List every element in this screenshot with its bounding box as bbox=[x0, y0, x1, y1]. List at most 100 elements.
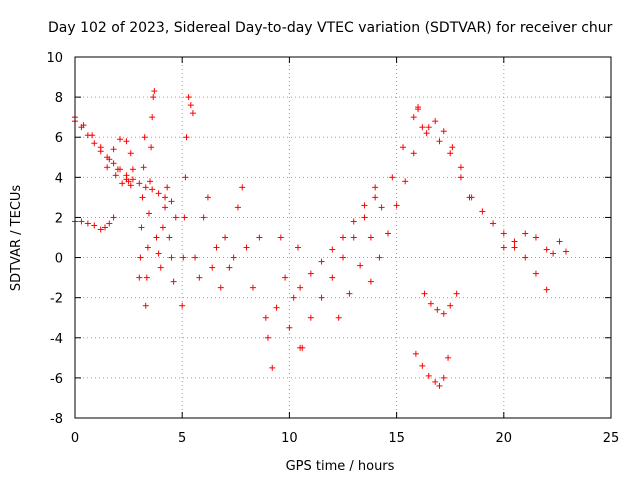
data-point bbox=[125, 178, 132, 185]
data-point bbox=[361, 214, 368, 221]
data-point bbox=[372, 184, 379, 191]
data-point bbox=[149, 114, 156, 121]
data-point bbox=[142, 302, 149, 309]
data-point bbox=[432, 118, 439, 125]
data-point bbox=[427, 300, 434, 307]
data-point bbox=[318, 258, 325, 265]
data-point bbox=[140, 164, 147, 171]
plot-frame bbox=[74, 56, 612, 419]
data-point bbox=[155, 250, 162, 257]
x-tick-label: 0 bbox=[71, 431, 79, 446]
data-point bbox=[350, 218, 357, 225]
data-point bbox=[357, 262, 364, 269]
data-point bbox=[425, 124, 432, 131]
data-point bbox=[145, 210, 152, 217]
data-point bbox=[434, 306, 441, 313]
data-point bbox=[147, 178, 154, 185]
data-point bbox=[129, 166, 136, 173]
y-tick-label: 2 bbox=[55, 211, 63, 226]
x-tick-label: 20 bbox=[496, 431, 513, 446]
data-point bbox=[89, 132, 96, 139]
data-point bbox=[91, 140, 98, 147]
data-point bbox=[183, 134, 190, 141]
y-tick-label: 6 bbox=[55, 131, 63, 146]
data-point bbox=[150, 94, 157, 101]
data-point bbox=[97, 144, 104, 151]
data-point bbox=[282, 274, 289, 281]
data-point bbox=[297, 344, 304, 351]
y-tick-label: 8 bbox=[55, 91, 63, 106]
data-point bbox=[556, 238, 563, 245]
data-point bbox=[97, 226, 104, 233]
data-point bbox=[436, 382, 443, 389]
data-point bbox=[329, 246, 336, 253]
data-point bbox=[144, 244, 151, 251]
data-point bbox=[412, 350, 419, 357]
data-point bbox=[192, 254, 199, 261]
data-point bbox=[297, 284, 304, 291]
data-point bbox=[91, 222, 98, 229]
data-point bbox=[209, 264, 216, 271]
data-point bbox=[410, 150, 417, 157]
data-point bbox=[119, 180, 126, 187]
data-point bbox=[421, 290, 428, 297]
data-point bbox=[335, 314, 342, 321]
data-point bbox=[78, 218, 85, 225]
data-point bbox=[168, 198, 175, 205]
chart-title: Day 102 of 2023, Sidereal Day-to-day VTE… bbox=[48, 20, 613, 36]
data-point bbox=[196, 274, 203, 281]
data-point bbox=[445, 354, 452, 361]
data-point bbox=[159, 224, 166, 231]
data-point bbox=[457, 174, 464, 181]
data-point bbox=[114, 166, 121, 173]
data-point bbox=[511, 244, 518, 251]
data-point bbox=[273, 304, 280, 311]
data-point bbox=[200, 214, 207, 221]
y-tick-label: 10 bbox=[46, 51, 63, 66]
data-point bbox=[500, 230, 507, 237]
data-point bbox=[155, 190, 162, 197]
data-point bbox=[239, 184, 246, 191]
data-point bbox=[423, 130, 430, 137]
data-point bbox=[466, 194, 473, 201]
data-point bbox=[204, 194, 211, 201]
data-point bbox=[290, 294, 297, 301]
x-axis-label: GPS time / hours bbox=[286, 459, 395, 474]
data-point bbox=[170, 278, 177, 285]
data-point bbox=[172, 214, 179, 221]
data-point bbox=[378, 204, 385, 211]
data-point bbox=[243, 244, 250, 251]
data-point bbox=[522, 254, 529, 261]
data-point bbox=[447, 150, 454, 157]
data-point bbox=[117, 136, 124, 143]
data-point bbox=[449, 144, 456, 151]
data-point bbox=[106, 220, 113, 227]
data-point bbox=[213, 244, 220, 251]
data-point bbox=[522, 230, 529, 237]
data-point bbox=[543, 246, 550, 253]
data-point bbox=[453, 290, 460, 297]
data-point bbox=[318, 294, 325, 301]
data-point bbox=[127, 150, 134, 157]
data-point bbox=[432, 378, 439, 385]
data-point bbox=[447, 302, 454, 309]
data-point bbox=[400, 144, 407, 151]
data-point bbox=[350, 234, 357, 241]
data-point bbox=[138, 224, 145, 231]
data-point bbox=[112, 172, 119, 179]
y-tick-label: -8 bbox=[50, 412, 63, 427]
data-point bbox=[562, 248, 569, 255]
data-point bbox=[180, 254, 187, 261]
data-point bbox=[164, 184, 171, 191]
data-point bbox=[264, 334, 271, 341]
y-tick-label: 0 bbox=[55, 252, 63, 267]
data-marks bbox=[72, 88, 569, 389]
data-point bbox=[137, 254, 144, 261]
data-point bbox=[262, 314, 269, 321]
data-point bbox=[340, 254, 346, 261]
data-point bbox=[419, 124, 426, 131]
data-point bbox=[129, 176, 136, 183]
x-tick-label: 5 bbox=[178, 431, 186, 446]
data-point bbox=[457, 164, 464, 171]
